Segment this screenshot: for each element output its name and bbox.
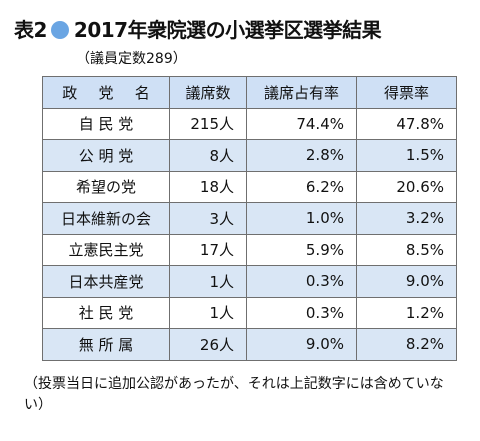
cell-party: 自 民 党 (42, 107, 170, 140)
table-number: 表2 (14, 18, 47, 42)
blue-dot-icon (50, 21, 69, 39)
table-row: 自 民 党 215人 74.4% 47.8% (42, 107, 457, 140)
table-title-text: 2017年衆院選の小選挙区選挙結果 (73, 18, 382, 42)
table-row: 無 所 属 26人 9.0% 8.2% (42, 328, 457, 361)
table-row: 日本維新の会 3人 1.0% 3.2% (42, 202, 457, 235)
cell-seat-share: 1.0% (246, 202, 357, 235)
cell-seats: 18人 (169, 170, 247, 203)
cell-vote-share: 1.2% (356, 296, 457, 329)
cell-seat-share: 6.2% (246, 170, 357, 203)
cell-vote-share: 3.2% (356, 202, 457, 235)
cell-seats: 17人 (169, 233, 247, 266)
cell-vote-share: 1.5% (356, 139, 457, 172)
table-row: 希望の党 18人 6.2% 20.6% (42, 170, 457, 203)
cell-seat-share: 2.8% (246, 139, 357, 172)
cell-seats: 8人 (169, 139, 247, 172)
cell-seat-share: 0.3% (246, 296, 357, 329)
table-row: 日本共産党 1人 0.3% 9.0% (42, 265, 457, 298)
cell-seats: 1人 (169, 296, 247, 329)
table-row: 公 明 党 8人 2.8% 1.5% (42, 139, 457, 172)
cell-vote-share: 47.8% (356, 107, 457, 140)
cell-seats: 26人 (169, 328, 247, 361)
cell-seat-share: 9.0% (246, 328, 357, 361)
header-seats: 議席数 (169, 76, 247, 109)
table-title: 表2 2017年衆院選の小選挙区選挙結果 (14, 15, 382, 45)
cell-seats: 215人 (169, 107, 247, 140)
table-row: 立憲民主党 17人 5.9% 8.5% (42, 233, 457, 266)
cell-seats: 3人 (169, 202, 247, 235)
cell-vote-share: 8.5% (356, 233, 457, 266)
table-row: 社 民 党 1人 0.3% 1.2% (42, 296, 457, 329)
cell-party: 無 所 属 (42, 328, 170, 361)
header-seat-share: 議席占有率 (246, 76, 357, 109)
cell-seat-share: 5.9% (246, 233, 357, 266)
cell-vote-share: 9.0% (356, 265, 457, 298)
cell-party: 立憲民主党 (42, 233, 170, 266)
cell-party: 日本維新の会 (42, 202, 170, 235)
footnote: （投票当日に追加公認があったが、それは上記数字には含めていない） (24, 376, 444, 413)
cell-vote-share: 20.6% (356, 170, 457, 203)
cell-vote-share: 8.2% (356, 328, 457, 361)
cell-seat-share: 0.3% (246, 265, 357, 298)
cell-party: 社 民 党 (42, 296, 170, 329)
table-subtitle: （議員定数289） (76, 51, 187, 67)
table-body: 自 民 党 215人 74.4% 47.8% 公 明 党 8人 2.8% 1.5% 希望の党 18… (42, 107, 457, 361)
header-vote-share: 得票率 (356, 76, 457, 109)
header-party: 政 党 名 (42, 76, 170, 109)
cell-party: 公 明 党 (42, 139, 170, 172)
results-table: 政 党 名 議席数 議席占有率 得票率 自 民 党 215人 74.4% 47.8% 公… (42, 76, 457, 361)
cell-seat-share: 74.4% (246, 107, 357, 140)
cell-party: 希望の党 (42, 170, 170, 203)
cell-party: 日本共産党 (42, 265, 170, 298)
cell-seats: 1人 (169, 265, 247, 298)
table-header-row: 政 党 名 議席数 議席占有率 得票率 (42, 76, 457, 109)
